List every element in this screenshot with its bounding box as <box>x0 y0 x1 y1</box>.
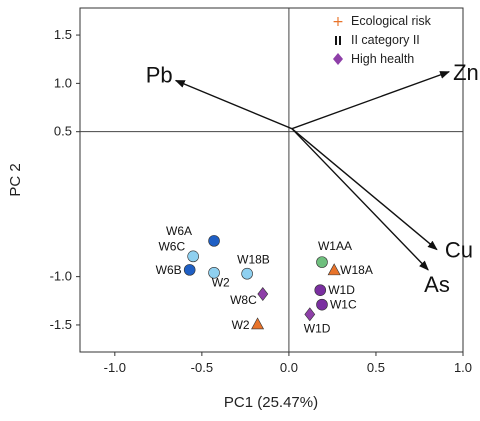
point-label-w1d: W1D <box>304 321 331 335</box>
y-axis-title: PC 2 <box>7 163 24 196</box>
x-tick-label: -0.5 <box>191 360 213 375</box>
point-label-w2: W2 <box>232 318 250 332</box>
point-label-w1d: W1D <box>328 283 355 297</box>
point-label-w6a: W6A <box>166 224 192 238</box>
x-tick-label: 1.0 <box>454 360 472 375</box>
loading-arrow-as <box>291 128 429 271</box>
y-tick-label: -1.5 <box>50 317 72 332</box>
x-axis-title: PC1 (25.47%) <box>224 394 318 411</box>
sample-point-w1d-12 <box>304 307 316 322</box>
plot-frame <box>79 7 464 353</box>
x-tick-label: -1.0 <box>104 360 126 375</box>
loading-label-as: As <box>424 272 450 297</box>
sample-point-w6b-2 <box>183 264 196 276</box>
loading-arrow-cu <box>291 128 438 251</box>
reference-lines <box>80 8 463 352</box>
sample-point-w6a-0 <box>208 235 220 247</box>
y-tick-label: 0.5 <box>54 124 72 139</box>
sample-point-w6c-1 <box>187 250 199 263</box>
legend-entry-label: High health <box>351 52 414 66</box>
x-tick-label: 0.0 <box>280 360 298 375</box>
legend: + Ecological risk II category II High healt… <box>332 14 432 66</box>
y-tick-label: 1.5 <box>54 27 72 42</box>
point-label-w1c: W1C <box>330 298 357 312</box>
x-tick-label: 0.5 <box>367 360 385 375</box>
loading-label-cu: Cu <box>445 238 473 263</box>
legend-entry-label: Ecological risk <box>351 14 432 28</box>
sample-point-w1d-9 <box>314 284 327 296</box>
sample-point-w8c-6 <box>257 287 269 302</box>
sample-point-w1c-10 <box>316 298 328 311</box>
point-label-w6b: W6B <box>156 263 182 277</box>
loading-label-pb: Pb <box>146 62 173 87</box>
legend-diamond-icon <box>333 53 343 65</box>
sample-point-w18a-8 <box>327 263 341 276</box>
loading-arrow-zn <box>291 71 451 130</box>
x-axis-ticks: -1.0 -0.5 0.0 0.5 1.0 <box>104 352 472 375</box>
legend-entry-label: II category II <box>351 33 420 47</box>
point-label-w18a: W18A <box>340 263 373 277</box>
loading-arrow-pb <box>174 79 293 130</box>
y-tick-label: -1.0 <box>50 269 72 284</box>
sample-point-unlabeled-3 <box>208 266 220 279</box>
loading-label-zn: Zn <box>453 60 479 85</box>
loading-vectors: Pb Zn Cu As <box>146 60 479 297</box>
legend-bar-icon <box>339 36 341 45</box>
legend-bar-icon <box>335 36 337 45</box>
legend-plus-icon: + <box>332 14 344 30</box>
sample-point-w2-11 <box>251 317 265 330</box>
point-label-w6c: W6C <box>158 239 185 253</box>
point-label-w2: W2 <box>212 275 230 289</box>
sample-point-w18b-4 <box>241 267 253 280</box>
sample-point-w1aa-7 <box>316 256 328 268</box>
y-axis-ticks: 1.5 1.0 0.5 -1.0 -1.5 <box>50 27 80 332</box>
point-label-w8c: W8C <box>230 293 257 307</box>
y-tick-label: 1.0 <box>54 75 72 90</box>
point-label-w18b: W18B <box>237 253 270 267</box>
point-label-w1aa: W1AA <box>318 239 352 253</box>
